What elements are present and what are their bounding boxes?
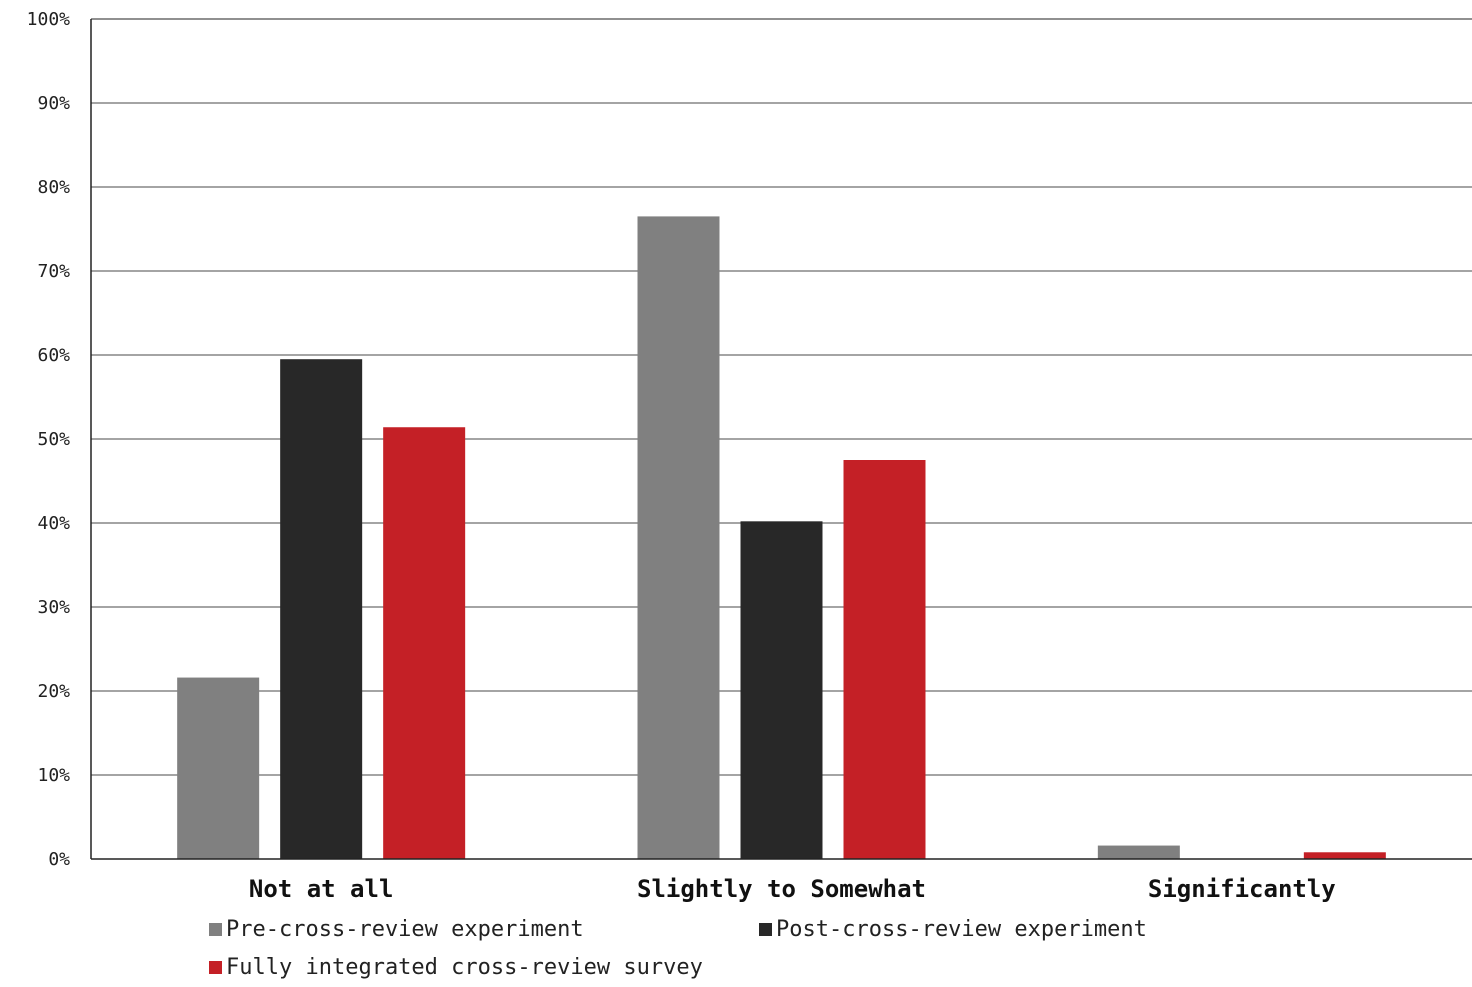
- legend-label: Fully integrated cross-review survey: [226, 955, 703, 980]
- y-axis-ticks: 0% 10% 20% 30% 40% 50% 60% 70% 80% 90% 100%: [27, 9, 71, 870]
- y-tick-label: 100%: [27, 9, 71, 30]
- y-tick-label: 90%: [37, 93, 70, 114]
- y-tick-label: 60%: [37, 345, 70, 366]
- bar: [383, 427, 466, 859]
- bar: [177, 677, 260, 859]
- legend: Pre-cross-review experiment Post-cross-re…: [209, 917, 1147, 980]
- legend-swatch: [759, 923, 772, 936]
- y-tick-label: 70%: [37, 261, 70, 282]
- y-tick-label: 30%: [37, 597, 70, 618]
- bar: [740, 521, 823, 859]
- bars: [177, 216, 1386, 859]
- y-tick-label: 50%: [37, 429, 70, 450]
- bar: [843, 460, 926, 859]
- y-tick-label: 20%: [37, 681, 70, 702]
- y-tick-label: 40%: [37, 513, 70, 534]
- bar: [637, 216, 720, 859]
- legend-swatch: [209, 923, 222, 936]
- x-axis-categories: Not at all Slightly to Somewhat Significan…: [249, 875, 1336, 903]
- y-tick-label: 0%: [48, 849, 70, 870]
- x-category-label: Not at all: [249, 875, 394, 903]
- legend-swatch: [209, 961, 222, 974]
- legend-label: Post-cross-review experiment: [776, 917, 1147, 942]
- y-tick-label: 80%: [37, 177, 70, 198]
- x-category-label: Significantly: [1148, 875, 1336, 903]
- bar: [280, 359, 363, 859]
- x-category-label: Slightly to Somewhat: [637, 875, 926, 903]
- y-tick-label: 10%: [37, 765, 70, 786]
- legend-label: Pre-cross-review experiment: [226, 917, 584, 942]
- bar: [1303, 852, 1386, 859]
- axes: [90, 18, 1472, 860]
- bar: [1097, 845, 1180, 859]
